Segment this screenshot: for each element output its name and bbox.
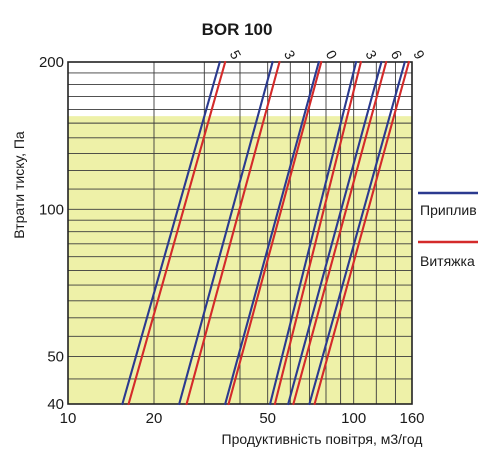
series-line-supply-5 [308, 60, 406, 406]
series-line-extract-0 [127, 60, 227, 406]
series-line-supply-2 [224, 60, 320, 406]
x-axis-label: Продуктивність повітря, м3/год [222, 431, 423, 447]
x-tick-label: 160 [399, 410, 424, 427]
curve-label-1: 3 [281, 47, 299, 62]
series-layer [121, 60, 410, 406]
chart-title: BOR 100 [202, 20, 273, 39]
x-tick-label: 10 [60, 410, 77, 427]
series-line-supply-4 [287, 60, 383, 406]
curve-label-4: 6 [388, 47, 406, 62]
series-line-supply-0 [121, 60, 221, 406]
x-tick-label: 50 [259, 410, 276, 427]
curve-label-0: 5 [227, 47, 245, 62]
series-line-extract-3 [273, 60, 362, 406]
series-line-extract-5 [313, 60, 410, 406]
series-line-supply-1 [178, 60, 274, 406]
y-tick-label: 100 [39, 201, 64, 218]
plot-frame [67, 61, 413, 405]
series-line-extract-1 [185, 60, 281, 406]
legend: Приплив Витяжка [418, 191, 478, 269]
legend-label-supply: Приплив [420, 202, 477, 218]
y-tick-labels: 40 50 100 200 [39, 54, 64, 413]
x-tick-labels: 10 20 50 100 160 [60, 410, 425, 427]
series-line-supply-3 [269, 60, 358, 406]
series-line-extract-2 [227, 60, 323, 406]
curve-label-5: 9 [410, 47, 428, 62]
y-tick-label: 50 [47, 349, 64, 366]
series-line-extract-4 [292, 60, 388, 406]
curve-label-2: 0 [323, 47, 341, 62]
x-tick-label: 20 [146, 410, 163, 427]
y-axis-label: Втрати тиску, Па [11, 131, 27, 239]
y-tick-label: 40 [47, 396, 64, 413]
x-tick-label: 100 [341, 410, 366, 427]
curve-label-3: 3 [362, 47, 380, 62]
legend-label-extract: Витяжка [420, 253, 475, 269]
y-tick-label: 200 [39, 54, 64, 71]
